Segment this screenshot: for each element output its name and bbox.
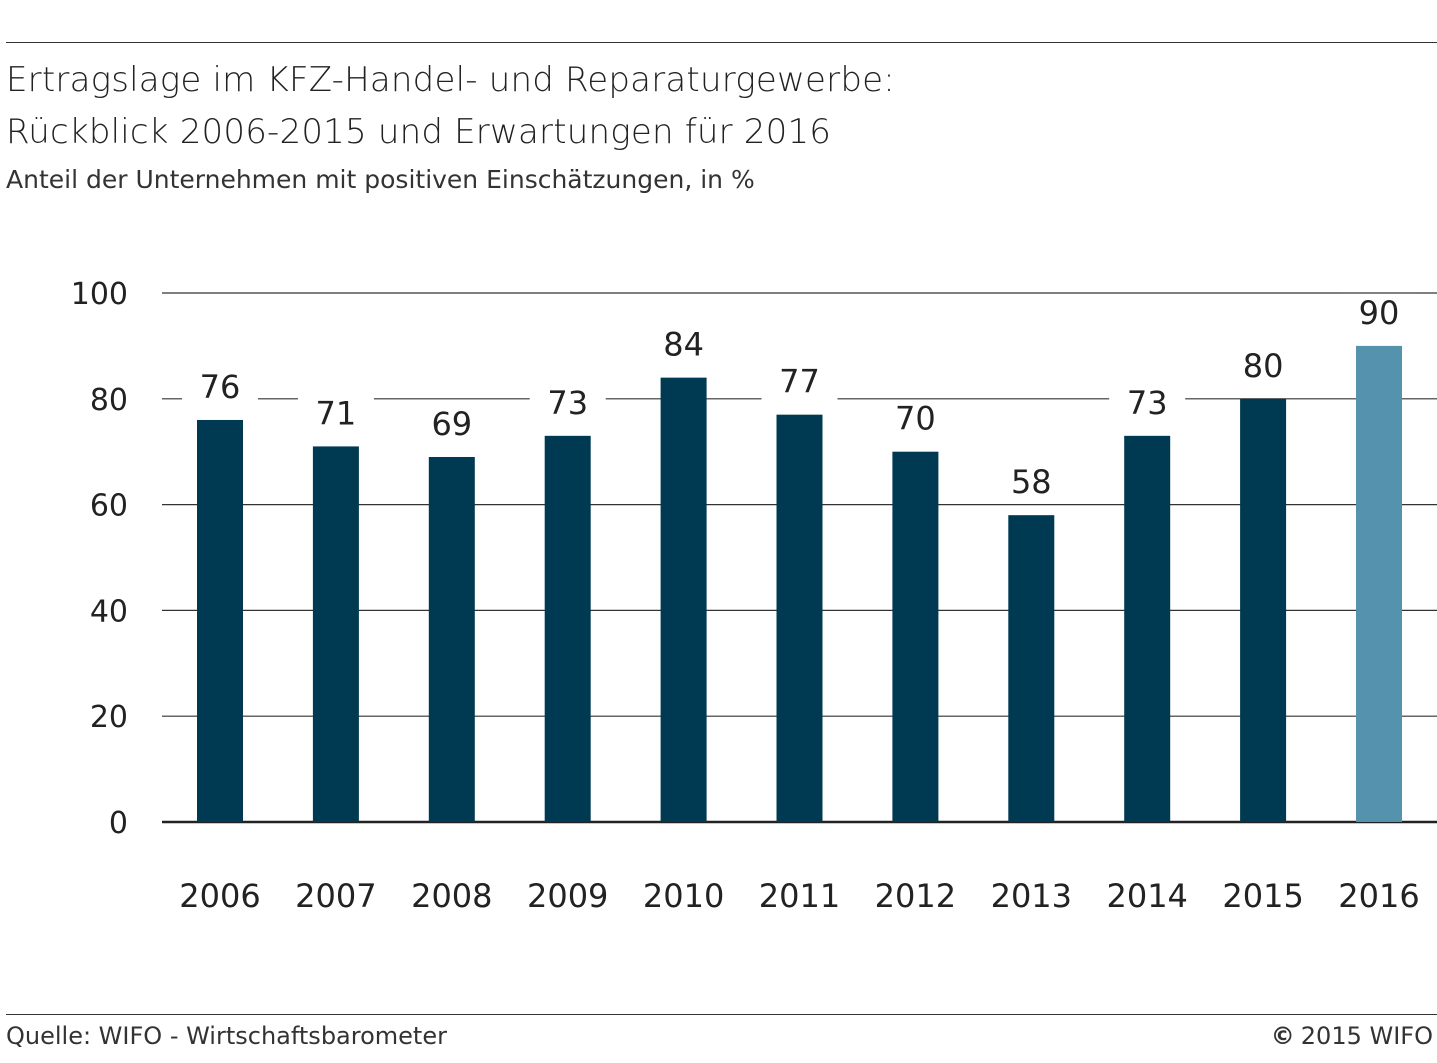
x-tick-label: 2013 [991, 877, 1072, 915]
bar [892, 451, 939, 822]
data-label-backdrop [182, 367, 258, 408]
data-label-backdrop [645, 325, 722, 366]
x-tick-label: 2015 [1222, 877, 1303, 915]
x-tick-label: 2014 [1106, 877, 1187, 915]
chart-subtitle: Anteil der Unternehmen mit positiven Ein… [6, 165, 755, 194]
data-label-backdrop [529, 383, 606, 424]
copyright-text: 2015 WIFO [1300, 1022, 1433, 1050]
bar [544, 435, 591, 822]
data-label: 80 [1243, 347, 1284, 385]
data-label-backdrop [1109, 383, 1186, 424]
data-label: 71 [316, 394, 357, 432]
bar-chart: 0 20 40 60 80 100 76 71 69 73 84 77 70 58 73 80 90 2006… [71, 277, 1437, 915]
bottom-rule [6, 1014, 1437, 1015]
bar [776, 414, 823, 822]
y-axis-ticks: 0 20 40 60 80 100 [71, 277, 128, 841]
x-tick-label: 2009 [527, 877, 608, 915]
data-label-backdrop [1225, 346, 1302, 387]
bar [197, 419, 243, 822]
x-tick-label: 2012 [875, 877, 956, 915]
chart-title-line1: Ertragslage im KFZ-Handel- und Reparatur… [6, 60, 895, 100]
y-tick-label: 60 [90, 489, 128, 524]
x-tick-label: 2006 [179, 877, 260, 915]
x-tick-label: 2016 [1338, 877, 1419, 915]
y-tick-label: 0 [109, 806, 128, 841]
x-tick-label: 2007 [295, 877, 376, 915]
data-label: 90 [1359, 294, 1400, 332]
bar [312, 446, 359, 822]
copyright-symbol: © [1270, 1022, 1295, 1050]
x-axis-ticks: 2006 2007 2008 2009 2010 2011 2012 2013 2014 2015… [179, 877, 1419, 915]
y-tick-label: 80 [90, 383, 128, 418]
y-tick-label: 40 [90, 594, 128, 629]
bar [1124, 435, 1171, 822]
data-label: 73 [1127, 384, 1168, 422]
data-label: 58 [1011, 463, 1052, 501]
bar [1008, 515, 1055, 822]
y-tick-label: 100 [71, 277, 128, 312]
copyright-note: © 2015 WIFO [1271, 1022, 1433, 1050]
data-label: 69 [431, 405, 472, 443]
data-label: 84 [663, 326, 704, 364]
data-labels: 76 71 69 73 84 77 70 58 73 80 90 [182, 293, 1417, 504]
data-label-backdrop [413, 404, 490, 445]
data-label: 77 [779, 363, 820, 401]
data-label: 76 [200, 368, 241, 406]
data-label-backdrop [993, 463, 1070, 504]
data-label: 73 [547, 384, 588, 422]
data-label-backdrop [297, 394, 374, 435]
data-label-backdrop [761, 362, 838, 403]
x-tick-label: 2010 [643, 877, 724, 915]
bar [660, 377, 707, 822]
x-tick-label: 2008 [411, 877, 492, 915]
bar [1240, 398, 1287, 822]
y-tick-label: 20 [90, 700, 128, 735]
source-note: Quelle: WIFO - Wirtschaftsbarometer [6, 1022, 447, 1050]
bar [428, 456, 475, 822]
data-label: 70 [895, 400, 936, 438]
chart-title-line2: Rückblick 2006-2015 und Erwartungen für … [6, 112, 832, 152]
bar [1356, 345, 1402, 822]
data-label-backdrop [1341, 293, 1417, 334]
top-rule [6, 42, 1437, 43]
data-label-backdrop [877, 399, 954, 440]
bars [197, 345, 1402, 822]
x-tick-label: 2011 [759, 877, 840, 915]
